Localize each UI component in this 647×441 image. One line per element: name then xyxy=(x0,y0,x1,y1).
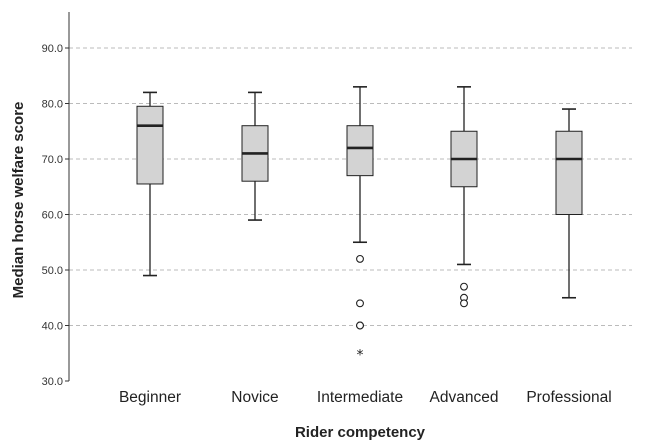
iqr-box xyxy=(346,125,374,177)
y-tick-label: 30.0 xyxy=(42,376,63,388)
x-axis: Beginner Novice Intermediate Advanced Profes… xyxy=(119,389,612,406)
y-axis-title: Median horse welfare score xyxy=(10,102,27,299)
box-novice xyxy=(241,91,269,221)
y-tick-label: 40.0 xyxy=(42,321,63,333)
outlier-point xyxy=(356,299,364,308)
box-advanced xyxy=(450,86,478,308)
outlier-point xyxy=(460,282,468,291)
outlier-point xyxy=(356,321,364,330)
iqr-box xyxy=(136,105,164,185)
x-tick-label: Beginner xyxy=(119,389,181,406)
outlier-point xyxy=(356,254,364,263)
box-series: * xyxy=(136,86,583,363)
x-axis-title: Rider competency xyxy=(295,424,426,441)
y-tick-label: 90.0 xyxy=(42,43,63,55)
x-tick-label: Intermediate xyxy=(317,389,403,406)
outlier-point xyxy=(460,299,468,308)
box-intermediate: * xyxy=(346,86,374,363)
y-tick-label: 80.0 xyxy=(42,99,63,111)
y-axis: 30.0 40.0 50.0 60.0 70.0 80.0 90.0 xyxy=(42,12,70,388)
x-tick-label: Novice xyxy=(231,389,278,406)
x-tick-label: Professional xyxy=(526,389,611,406)
y-tick-label: 60.0 xyxy=(42,210,63,222)
box-beginner xyxy=(136,91,164,277)
y-tick-label: 70.0 xyxy=(42,154,63,166)
extreme-point: * xyxy=(357,347,364,363)
y-tick-label: 50.0 xyxy=(42,265,63,277)
box-professional xyxy=(555,108,583,299)
grid-lines xyxy=(69,47,632,326)
x-tick-label: Advanced xyxy=(430,389,499,406)
iqr-box xyxy=(555,130,583,215)
